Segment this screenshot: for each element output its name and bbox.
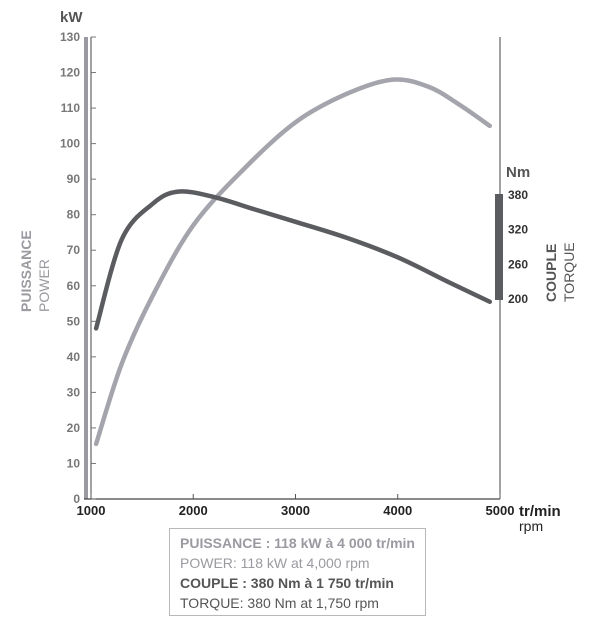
left-y-tick-label: 110: [61, 101, 81, 115]
legend-power-en: POWER: 118 kW at 4,000 rpm: [180, 555, 370, 571]
left-y-tick-label: 120: [60, 66, 80, 80]
torque-scale-bar: [495, 194, 503, 300]
torque-label-fr: COUPLE: [543, 244, 559, 302]
left-y-tick-label: 50: [67, 314, 81, 328]
left-y-tick-label: 60: [67, 279, 81, 293]
legend-power-fr: PUISSANCE : 118 kW à 4 000 tr/min: [180, 535, 415, 551]
left-y-tick-label: 0: [73, 492, 80, 506]
left-y-tick-label: 90: [67, 172, 81, 186]
right-y-tick-label: 260: [508, 257, 528, 271]
power-label-fr: PUISSANCE: [18, 230, 34, 312]
left-y-tick-label: 10: [67, 456, 81, 470]
left-y-tick-label: 100: [60, 137, 80, 151]
left-y-tick-label: 130: [60, 30, 80, 44]
torque-curve: [93, 189, 493, 331]
x-tick-label: 1000: [77, 503, 106, 518]
x-axis-unit-sub: rpm: [519, 518, 543, 534]
left-axis-unit: kW: [60, 9, 83, 26]
left-y-tick-label: 40: [67, 350, 81, 364]
x-tick-label: 3000: [281, 503, 310, 518]
right-y-tick-label: 200: [508, 292, 528, 306]
left-y-tick-label: 70: [67, 243, 81, 257]
power-curve: [93, 77, 493, 447]
x-tick-label: 2000: [179, 503, 208, 518]
x-tick-label: 4000: [383, 503, 412, 518]
left-y-tick-label: 80: [67, 208, 81, 222]
right-y-tick-label: 380: [508, 188, 528, 202]
left-y-tick-label: 30: [67, 385, 81, 399]
right-y-ticks: 200 260 320 380: [508, 188, 528, 306]
legend-box: PUISSANCE : 118 kW à 4 000 tr/min POWER:…: [169, 528, 426, 616]
legend-torque-en: TORQUE: 380 Nm at 1,750 rpm: [180, 595, 379, 611]
x-axis-unit: tr/min: [519, 503, 561, 520]
left-axis-bar: [84, 37, 88, 499]
x-ticks: 1000 2000 3000 4000 5000: [77, 494, 515, 518]
legend-torque-fr: COUPLE : 380 Nm à 1 750 tr/min: [180, 575, 394, 591]
x-tick-label: 5000: [486, 503, 515, 518]
series-lines: [93, 77, 493, 447]
right-axis-unit: Nm: [506, 164, 530, 181]
torque-label-en: TORQUE: [561, 242, 577, 302]
left-y-tick-label: 20: [67, 421, 81, 435]
left-y-ticks: 0 10 20 30 40 50 60 70 80 90 100 110 120 130: [60, 30, 96, 506]
power-label-en: POWER: [36, 259, 52, 312]
right-y-tick-label: 320: [508, 223, 528, 237]
